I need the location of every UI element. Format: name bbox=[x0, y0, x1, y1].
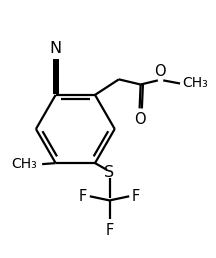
Text: CH₃: CH₃ bbox=[11, 157, 37, 171]
Text: CH₃: CH₃ bbox=[182, 76, 208, 91]
Text: F: F bbox=[79, 189, 87, 204]
Text: O: O bbox=[134, 112, 145, 127]
Text: O: O bbox=[154, 64, 166, 79]
Text: F: F bbox=[105, 223, 114, 238]
Text: S: S bbox=[105, 165, 115, 180]
Text: N: N bbox=[50, 41, 62, 56]
Text: F: F bbox=[132, 189, 140, 204]
